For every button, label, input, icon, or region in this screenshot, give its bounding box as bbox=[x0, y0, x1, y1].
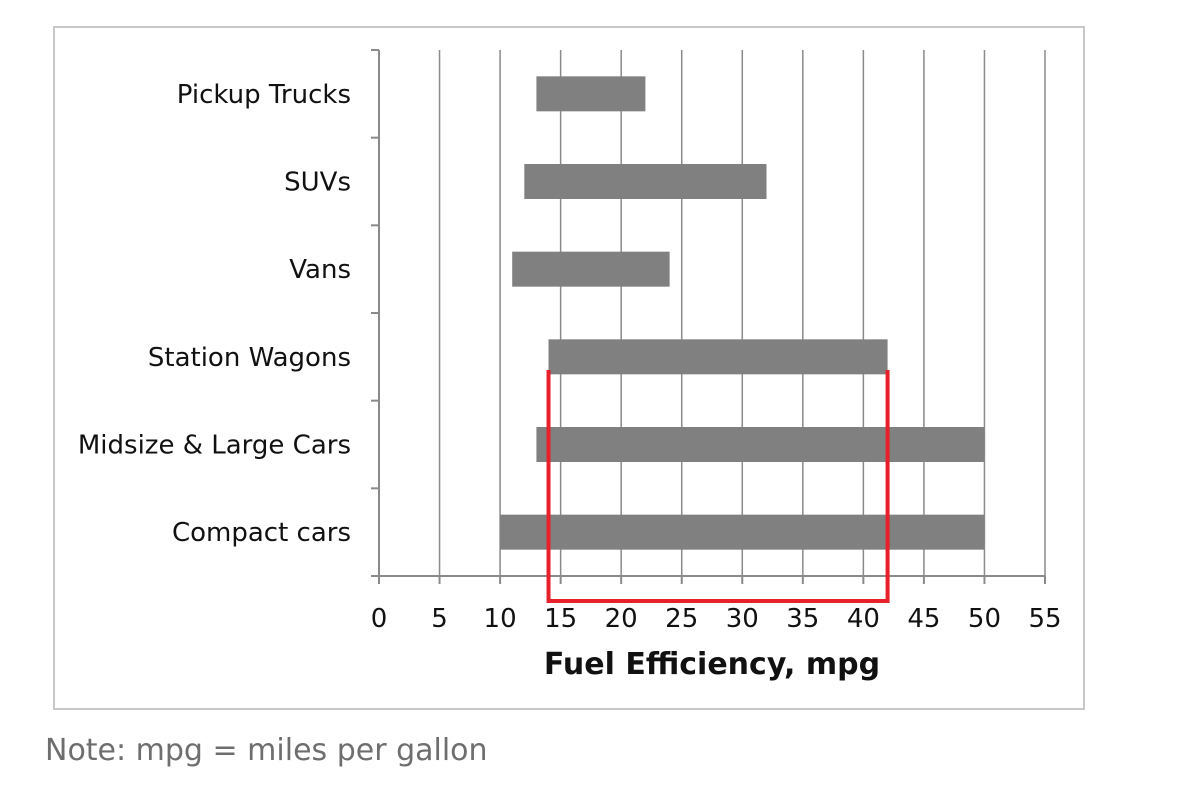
x-tick-label-25: 25 bbox=[665, 604, 698, 634]
bars bbox=[500, 76, 985, 550]
x-tick-label-35: 35 bbox=[786, 604, 819, 634]
bar-suvs bbox=[524, 164, 767, 199]
x-tick-labels: 0 5 10 15 20 25 30 35 40 45 50 55 bbox=[371, 604, 1062, 634]
category-label-pickup-trucks: Pickup Trucks bbox=[177, 80, 351, 110]
x-tick-label-45: 45 bbox=[907, 604, 940, 634]
x-tick-label-30: 30 bbox=[726, 604, 759, 634]
x-axis-title: Fuel Efficiency, mpg bbox=[544, 647, 880, 682]
bar-compact-cars bbox=[500, 514, 985, 550]
category-label-station-wagons: Station Wagons bbox=[148, 343, 351, 373]
x-tick-label-5: 5 bbox=[431, 604, 448, 634]
footnote: Note: mpg = miles per gallon bbox=[45, 733, 488, 768]
axes bbox=[371, 49, 1046, 584]
highlight-bracket-line bbox=[546, 370, 890, 603]
category-label-compact-cars: Compact cars bbox=[172, 518, 351, 548]
x-tick-label-50: 50 bbox=[968, 604, 1001, 634]
x-tick-label-10: 10 bbox=[484, 604, 517, 634]
x-tick-label-55: 55 bbox=[1028, 604, 1061, 634]
bar-vans bbox=[512, 251, 670, 287]
x-tick-label-40: 40 bbox=[847, 604, 880, 634]
category-label-midsize-large-cars: Midsize & Large Cars bbox=[78, 431, 351, 461]
bar-station-wagons bbox=[548, 339, 888, 375]
x-tick-label-20: 20 bbox=[605, 604, 638, 634]
x-tick-label-15: 15 bbox=[544, 604, 577, 634]
x-tick-label-0: 0 bbox=[371, 604, 388, 634]
bar-midsize-large-cars bbox=[536, 427, 985, 462]
bar-pickup-trucks bbox=[536, 76, 646, 112]
grid-lines bbox=[438, 50, 1046, 576]
category-labels: Pickup Trucks SUVs Vans Station Wagons Midsi… bbox=[78, 80, 351, 548]
category-label-suvs: SUVs bbox=[284, 168, 351, 198]
highlight-bracket bbox=[546, 370, 890, 603]
category-label-vans: Vans bbox=[289, 255, 351, 285]
